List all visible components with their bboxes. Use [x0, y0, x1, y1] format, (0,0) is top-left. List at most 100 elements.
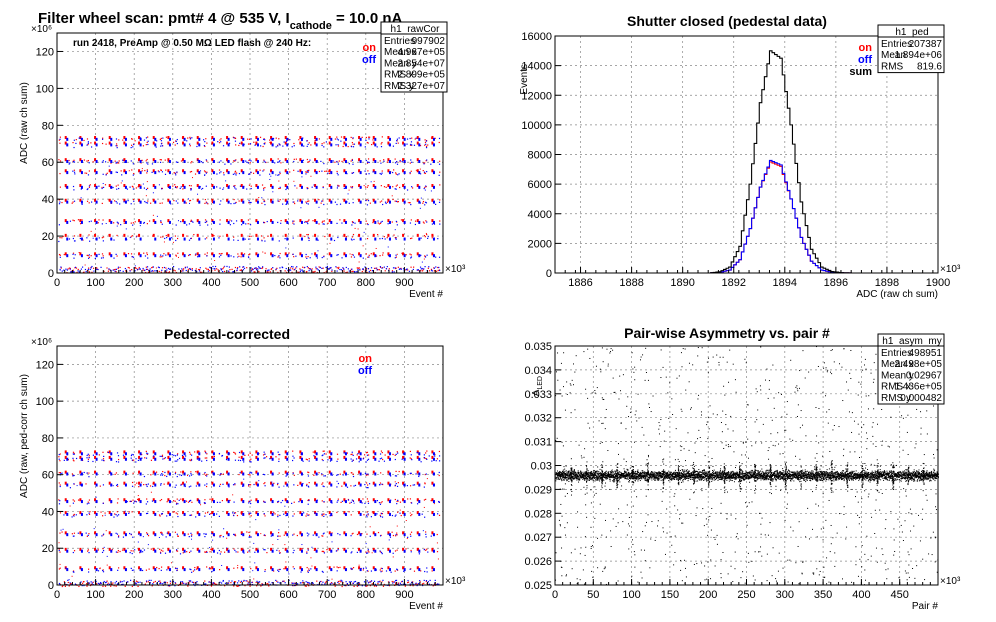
data-point-off	[128, 512, 130, 514]
data-marker-on	[94, 219, 97, 223]
data-point-off	[165, 536, 167, 538]
data-point-on	[424, 473, 426, 476]
data-marker-on	[64, 547, 67, 551]
data-point-on	[410, 219, 412, 221]
data-marker-off	[256, 237, 259, 241]
data-point-off	[285, 267, 287, 270]
data-point-on	[397, 201, 399, 203]
data-point-off	[199, 502, 201, 504]
data-marker-off	[95, 483, 98, 487]
data-marker-off	[183, 254, 186, 258]
data-point-on	[320, 202, 322, 204]
data-point	[590, 471, 592, 473]
data-point-on	[117, 458, 120, 461]
data-point-on	[396, 532, 398, 534]
data-marker-on	[387, 566, 390, 570]
data-point-off	[219, 536, 221, 538]
data-point-on	[367, 474, 369, 476]
data-point-on	[115, 270, 117, 273]
data-point-off	[275, 268, 277, 270]
data-point-off	[328, 268, 330, 270]
data-point-on	[187, 533, 189, 535]
data-point-off	[263, 501, 265, 503]
data-point-off	[232, 271, 234, 273]
data-marker-off	[271, 568, 274, 572]
data-marker-off	[271, 254, 274, 258]
data-point-on	[189, 459, 191, 461]
data-point-off	[336, 460, 338, 462]
data-point-on	[189, 451, 191, 453]
data-point-on	[409, 144, 412, 146]
data-point-off	[238, 580, 240, 582]
data-point-off	[59, 268, 61, 270]
data-point-on	[433, 270, 435, 272]
data-marker-on	[416, 531, 419, 535]
data-marker-on	[255, 498, 258, 502]
data-point-on	[222, 267, 224, 270]
data-point-on	[152, 235, 154, 237]
data-marker-on	[79, 547, 82, 551]
data-point-off	[160, 513, 163, 515]
data-point-off	[130, 567, 132, 570]
data-point-off	[243, 579, 245, 582]
data-marker-off	[139, 137, 142, 141]
data-marker-off	[256, 160, 259, 164]
data-marker-on	[108, 184, 111, 188]
data-point-off	[86, 503, 88, 505]
data-marker-off	[95, 549, 98, 553]
data-point-on	[204, 451, 207, 453]
data-marker-on	[284, 198, 287, 202]
data-point-on	[391, 195, 393, 197]
data-marker-off	[110, 568, 113, 572]
data-point-off	[431, 269, 433, 271]
data-point-off	[331, 541, 333, 543]
data-marker-off	[271, 143, 274, 147]
data-point-off	[197, 583, 199, 586]
data-point-off	[202, 162, 204, 164]
data-point	[581, 473, 583, 475]
data-point	[587, 479, 589, 481]
data-point	[571, 491, 573, 493]
x-exponent: ×10³	[445, 264, 466, 275]
data-marker-on	[299, 481, 302, 485]
data-point-off	[301, 176, 303, 178]
data-point-on	[113, 269, 115, 271]
data-point	[578, 475, 580, 477]
data-marker-on	[226, 498, 229, 502]
data-marker-on	[138, 252, 141, 256]
data-point-off	[306, 145, 308, 147]
data-point-on	[88, 186, 91, 188]
data-point-off	[146, 170, 148, 172]
data-point-off	[91, 201, 93, 203]
data-point-on	[278, 472, 280, 474]
data-point-off	[58, 453, 60, 456]
data-point-off	[169, 580, 171, 582]
data-point-on	[146, 158, 148, 161]
data-point-off	[118, 187, 120, 190]
data-point-off	[381, 237, 384, 240]
data-point-on	[352, 473, 354, 475]
data-point-on	[246, 531, 248, 533]
data-marker-on	[108, 141, 111, 145]
data-point-off	[234, 140, 237, 142]
data-point-on	[307, 169, 309, 172]
data-marker-off	[330, 143, 333, 147]
data-point-off	[329, 460, 332, 462]
data-point-off	[232, 484, 235, 486]
data-point-off	[191, 581, 193, 583]
data-point-off	[392, 267, 395, 269]
data-marker-off	[154, 483, 157, 487]
data-point-on	[121, 549, 124, 551]
data-point-off	[192, 221, 194, 223]
data-marker-on	[226, 531, 229, 535]
data-marker-off	[198, 143, 201, 147]
data-marker-on	[328, 470, 331, 474]
data-point-on	[58, 159, 60, 161]
data-point	[575, 477, 577, 479]
data-marker-off	[418, 483, 421, 487]
data-point-off	[243, 461, 245, 463]
data-point-on	[322, 482, 324, 484]
data-marker-off	[256, 185, 259, 189]
data-marker-on	[284, 184, 287, 188]
data-marker-off	[66, 452, 69, 456]
